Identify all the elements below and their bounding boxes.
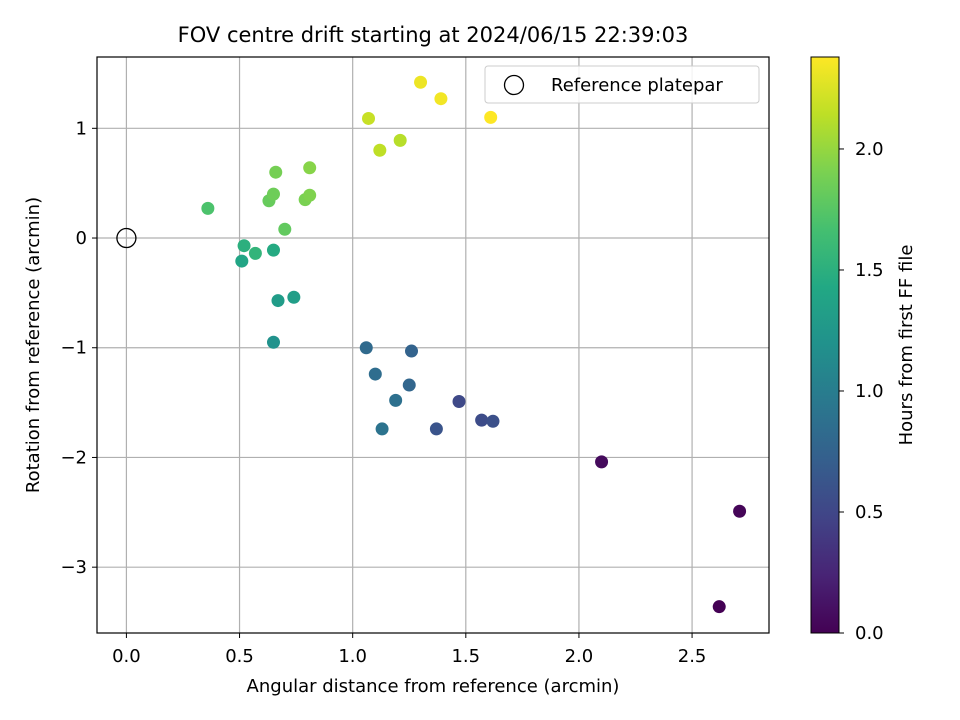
x-tick-label: 2.0 bbox=[565, 646, 594, 667]
data-point bbox=[359, 341, 373, 355]
legend: Reference platepar bbox=[484, 65, 760, 104]
x-axis-ticks: 0.0 0.5 1.0 1.5 2.0 2.5 bbox=[112, 633, 706, 667]
data-point bbox=[248, 246, 262, 260]
data-point bbox=[429, 422, 443, 436]
data-point bbox=[271, 294, 285, 308]
data-point bbox=[402, 378, 416, 392]
colorbar-tick-label: 0.0 bbox=[855, 623, 884, 644]
data-point bbox=[733, 504, 747, 518]
data-point bbox=[389, 393, 403, 407]
x-tick-label: 1.5 bbox=[451, 646, 480, 667]
data-points bbox=[116, 75, 747, 614]
y-axis-ticks: −3 −2 −1 0 1 bbox=[60, 118, 97, 578]
data-point bbox=[237, 239, 251, 253]
colorbar-ticks: 0.0 0.5 1.0 1.5 2.0 bbox=[839, 139, 884, 644]
y-tick-label: −1 bbox=[60, 338, 87, 359]
data-point bbox=[434, 92, 448, 106]
colorbar-tick-label: 1.5 bbox=[855, 260, 884, 281]
data-point bbox=[287, 290, 301, 304]
colorbar-tick-label: 1.0 bbox=[855, 381, 884, 402]
data-point bbox=[303, 188, 317, 202]
reference-platepar-marker bbox=[116, 227, 137, 249]
data-point bbox=[405, 344, 419, 358]
y-tick-label: 1 bbox=[76, 118, 87, 139]
data-point bbox=[269, 165, 283, 179]
data-point bbox=[393, 133, 407, 147]
data-point bbox=[235, 254, 249, 268]
colorbar: 0.0 0.5 1.0 1.5 2.0 Hours from first FF file bbox=[810, 56, 917, 644]
y-tick-label: −3 bbox=[60, 557, 87, 578]
data-point bbox=[266, 187, 280, 201]
data-point bbox=[595, 455, 609, 469]
data-point bbox=[375, 422, 389, 436]
y-axis-label: Rotation from reference (arcmin) bbox=[23, 197, 44, 493]
legend-box bbox=[484, 65, 760, 104]
data-point bbox=[266, 335, 280, 349]
x-tick-label: 2.5 bbox=[678, 646, 707, 667]
chart-title: FOV centre drift starting at 2024/06/15 … bbox=[178, 23, 689, 47]
y-tick-label: 0 bbox=[76, 228, 87, 249]
x-tick-label: 0.0 bbox=[112, 646, 141, 667]
colorbar-gradient bbox=[810, 56, 840, 634]
data-point bbox=[475, 413, 489, 427]
data-point bbox=[266, 243, 280, 257]
data-point bbox=[414, 75, 428, 89]
data-point bbox=[201, 201, 215, 215]
data-point bbox=[486, 414, 500, 428]
colorbar-tick-label: 2.0 bbox=[855, 139, 884, 160]
y-tick-label: −2 bbox=[60, 447, 87, 468]
data-point bbox=[712, 600, 726, 614]
colorbar-label: Hours from first FF file bbox=[896, 245, 917, 446]
data-point bbox=[484, 110, 498, 124]
colorbar-tick-label: 0.5 bbox=[855, 502, 884, 523]
data-point bbox=[362, 111, 376, 125]
x-axis-label: Angular distance from reference (arcmin) bbox=[247, 676, 620, 697]
plot-frame bbox=[96, 56, 770, 634]
x-tick-label: 1.0 bbox=[338, 646, 367, 667]
data-point bbox=[373, 143, 387, 157]
grid-lines bbox=[97, 57, 769, 633]
data-point bbox=[278, 222, 292, 236]
data-point bbox=[303, 161, 317, 175]
data-point bbox=[368, 367, 382, 381]
x-tick-label: 0.5 bbox=[225, 646, 254, 667]
data-point bbox=[452, 395, 466, 409]
legend-entry-label: Reference platepar bbox=[551, 75, 723, 96]
legend-reference-marker bbox=[503, 74, 525, 96]
